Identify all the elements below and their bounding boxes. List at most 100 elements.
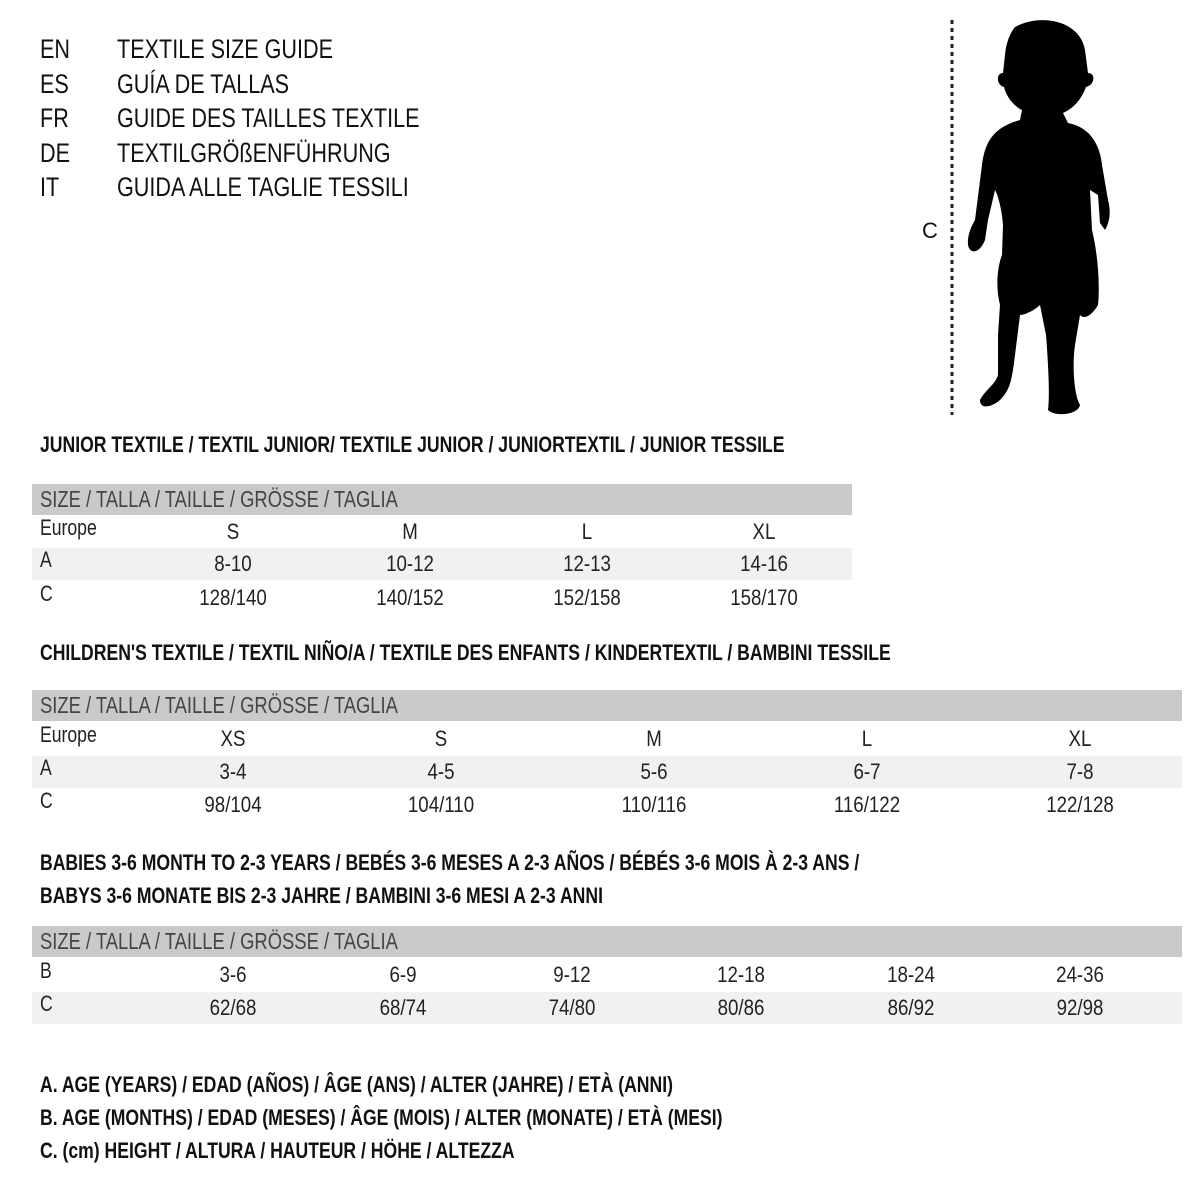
legend-item-text: C. (cm) HEIGHT / ALTURA / HAUTEUR / HÖHE… (40, 1138, 515, 1163)
guide-title-text: TEXTILE SIZE GUIDE (117, 34, 334, 64)
table-cell-text: 62/68 (209, 995, 257, 1020)
table-cell: 8-10 (211, 548, 255, 580)
language-code-text: FR (40, 103, 69, 133)
section-title-text: CHILDREN'S TEXTILE / TEXTIL NIÑO/A / TEX… (40, 640, 891, 665)
guide-title-text: GUÍA DE TALLAS (117, 68, 290, 99)
table-cell: 68/74 (375, 992, 430, 1024)
row-label-text: Europe (40, 722, 97, 747)
table-row: B 3-6 6-9 9-12 12-18 18-24 24-36 (32, 958, 1182, 991)
table-header-text: SIZE / TALLA / TAILLE / GRÖSSE / TAGLIA (40, 486, 398, 512)
table-cell-text: XS (220, 726, 246, 751)
table-cell-text: M (402, 519, 418, 544)
section-title: BABIES 3-6 MONTH TO 2-3 YEARS / BEBÉS 3-… (40, 850, 1064, 876)
table-cell: 122/128 (1040, 789, 1120, 821)
child-silhouette-icon (950, 20, 1110, 415)
row-label: A (40, 544, 55, 576)
row-label: Europe (40, 512, 111, 544)
guide-title-text: TEXTILGRÖßENFÜHRUNG (117, 137, 391, 168)
row-label: C (40, 988, 56, 1020)
table-cell: 24-36 (1052, 959, 1108, 991)
table-cell: S (434, 723, 449, 755)
legend-item-text: A. AGE (YEARS) / EDAD (AÑOS) / ÂGE (ANS)… (40, 1072, 673, 1097)
table-cell: 152/158 (547, 582, 627, 614)
guide-title: GUIDA ALLE TAGLIE TESSILI (117, 172, 482, 203)
table-cell-text: 6-9 (389, 962, 417, 987)
table-cell-text: 4-5 (427, 759, 455, 784)
table-cell: 3-6 (217, 959, 249, 991)
table-cell-text: 92/98 (1056, 995, 1104, 1020)
table-cell: XS (218, 723, 247, 755)
table-header: SIZE / TALLA / TAILLE / GRÖSSE / TAGLIA (32, 926, 1182, 957)
table-header: SIZE / TALLA / TAILLE / GRÖSSE / TAGLIA (32, 690, 1182, 721)
table-cell-text: 80/86 (717, 995, 765, 1020)
guide-title: TEXTILE SIZE GUIDE (117, 34, 387, 65)
row-label: C (40, 785, 56, 817)
table-cell-text: 5-6 (640, 759, 668, 784)
height-measure-label: C (922, 218, 938, 243)
row-label-text: A (40, 755, 52, 780)
table-cell-text: 152/158 (553, 585, 621, 610)
table-cell-text: 10-12 (386, 551, 434, 576)
legend-item: A. AGE (YEARS) / EDAD (AÑOS) / ÂGE (ANS)… (40, 1072, 831, 1098)
table-row: Europe XS S M L XL (32, 722, 1182, 755)
table-cell: 6-9 (387, 959, 419, 991)
table-cell-text: L (861, 726, 873, 751)
table-row: C 62/68 68/74 74/80 80/86 86/92 92/98 (32, 991, 1182, 1024)
table-cell-text: XL (1068, 726, 1092, 751)
table-cell-text: 110/116 (621, 792, 687, 817)
row-label: C (40, 578, 56, 610)
table-cell: 12-13 (559, 548, 615, 580)
table-cell: 86/92 (883, 992, 938, 1024)
table-cell: 62/68 (205, 992, 260, 1024)
table-cell-text: S (226, 519, 240, 544)
row-label: B (40, 955, 55, 987)
language-code: ES (40, 69, 76, 100)
table-cell-text: 86/92 (887, 995, 935, 1020)
table-cell-text: 158/170 (730, 585, 798, 610)
table-cell: 18-24 (883, 959, 939, 991)
language-code: DE (40, 138, 78, 169)
table-cell: L (861, 723, 873, 755)
language-code-text: DE (40, 137, 71, 168)
guide-title-text: GUIDE DES TAILLES TEXTILE (117, 103, 420, 133)
table-cell-text: 140/152 (376, 585, 444, 610)
table-cell-text: 6-7 (853, 759, 881, 784)
table-cell: XL (751, 516, 778, 548)
table-row: C 98/104 104/110 110/116 116/122 122/128 (32, 788, 1182, 821)
row-label: Europe (40, 719, 111, 751)
table-cell: 80/86 (713, 992, 768, 1024)
section-title: CHILDREN'S TEXTILE / TEXTIL NIÑO/A / TEX… (40, 640, 1103, 666)
table-cell: 128/140 (193, 582, 273, 614)
table-cell-text: 104/110 (407, 792, 475, 817)
table-cell-text: 3-6 (219, 962, 247, 987)
table-row: A 8-10 10-12 12-13 14-16 (32, 547, 852, 580)
table-row: C 128/140 140/152 152/158 158/170 (32, 581, 852, 614)
legend-item: C. (cm) HEIGHT / ALTURA / HAUTEUR / HÖHE… (40, 1138, 633, 1164)
table-cell: 92/98 (1052, 992, 1107, 1024)
table-cell: 104/110 (402, 789, 480, 821)
language-code: EN (40, 34, 78, 65)
table-cell: 12-18 (713, 959, 769, 991)
table-cell: M (401, 516, 419, 548)
table-cell-text: 14-16 (740, 551, 788, 576)
table-cell-text: S (434, 726, 448, 751)
guide-title-text: GUIDA ALLE TAGLIE TESSILI (117, 172, 409, 202)
table-cell: 9-12 (550, 959, 594, 991)
table-cell-text: 128/140 (199, 585, 267, 610)
section-title: BABYS 3-6 MONATE BIS 2-3 JAHRE / BAMBINI… (40, 883, 744, 909)
table-cell-text: 3-4 (219, 759, 247, 784)
table-cell-text: 68/74 (379, 995, 427, 1020)
guide-title: TEXTILGRÖßENFÜHRUNG (117, 138, 459, 169)
table-cell: 6-7 (851, 756, 883, 788)
table-cell-text: 116/122 (833, 792, 901, 817)
table-cell-text: M (646, 726, 662, 751)
section-title: JUNIOR TEXTILE / TEXTIL JUNIOR/ TEXTILE … (40, 432, 971, 458)
table-cell-text: XL (752, 519, 776, 544)
table-cell: M (645, 723, 663, 755)
language-code-text: IT (40, 172, 60, 202)
table-cell-text: 98/104 (204, 792, 262, 817)
row-label-text: C (40, 991, 53, 1016)
language-code: IT (40, 172, 64, 203)
table-cell: L (581, 516, 593, 548)
language-code: FR (40, 103, 76, 134)
